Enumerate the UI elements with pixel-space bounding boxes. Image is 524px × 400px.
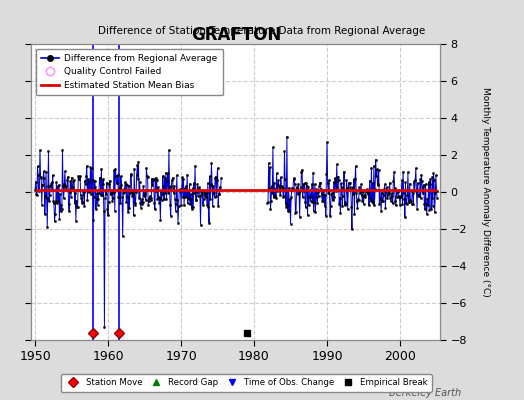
Title: GRAFTON: GRAFTON xyxy=(191,26,281,44)
Legend: Difference from Regional Average, Quality Control Failed, Estimated Station Mean: Difference from Regional Average, Qualit… xyxy=(36,48,223,95)
Y-axis label: Monthly Temperature Anomaly Difference (°C): Monthly Temperature Anomaly Difference (… xyxy=(481,87,490,297)
Text: Difference of Station Temperature Data from Regional Average: Difference of Station Temperature Data f… xyxy=(99,26,425,36)
Text: Berkeley Earth: Berkeley Earth xyxy=(389,388,461,398)
Legend: Station Move, Record Gap, Time of Obs. Change, Empirical Break: Station Move, Record Gap, Time of Obs. C… xyxy=(61,374,432,392)
